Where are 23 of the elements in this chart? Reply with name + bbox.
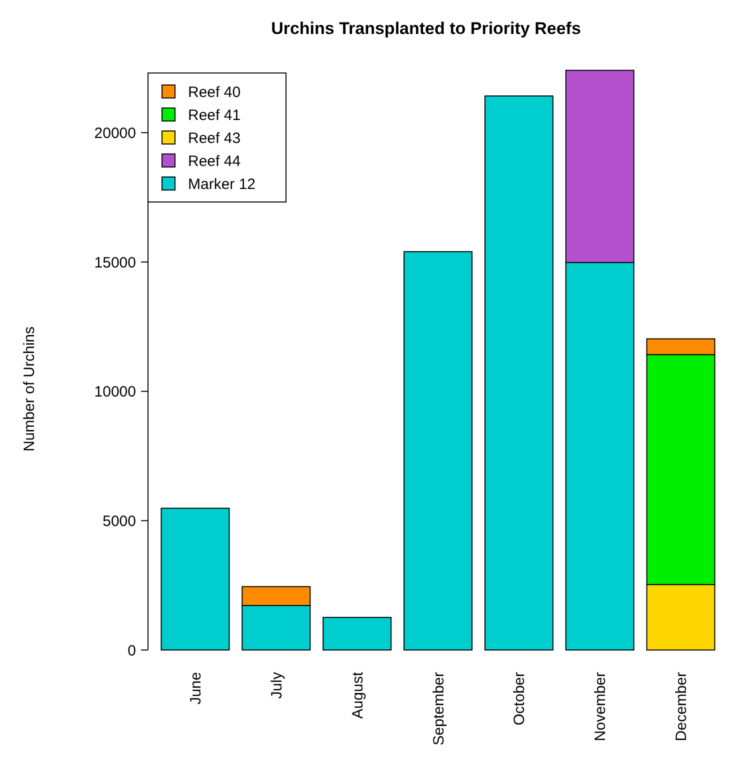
legend-label: Reef 41 <box>188 106 241 124</box>
y-tick-label: 15000 <box>94 254 136 272</box>
legend-label: Reef 43 <box>188 130 241 147</box>
y-tick-label: 5000 <box>102 512 136 530</box>
x-tick-label: December <box>673 672 690 742</box>
bar <box>322 616 392 650</box>
legend-label: Reef 40 <box>188 84 241 101</box>
bar <box>404 251 472 650</box>
y-tick-label: 0 <box>128 642 136 660</box>
x-tick-label: October <box>511 672 528 726</box>
chart-title: Urchins Transplanted to Priority Reefs <box>271 19 581 38</box>
legend-label: Reef 44 <box>188 152 241 170</box>
y-axis-title: Number of Urchins <box>21 326 38 452</box>
y-tick-label: 20000 <box>94 124 136 142</box>
x-tick-label: July <box>268 672 286 699</box>
x-tick-label: June <box>187 672 204 705</box>
bar <box>160 508 230 650</box>
legend-label: Marker 12 <box>188 176 256 193</box>
y-tick-label: 10000 <box>94 384 136 401</box>
x-tick-label: September <box>430 672 448 746</box>
x-tick-label: August <box>349 671 366 719</box>
bar <box>484 95 554 650</box>
x-tick-label: November <box>592 672 610 742</box>
